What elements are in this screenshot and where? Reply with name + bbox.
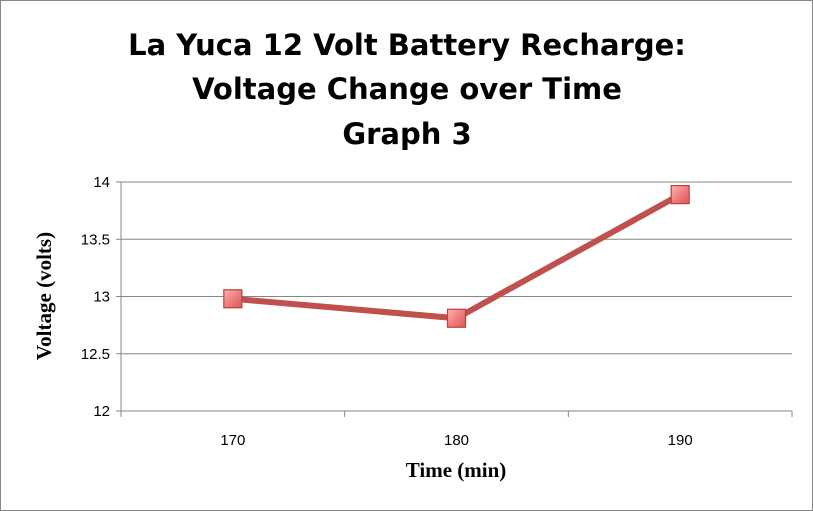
chart-title-line-1: La Yuca 12 Volt Battery Recharge: (128, 28, 686, 62)
y-tick-label: 14 (93, 174, 110, 191)
data-point-marker (446, 308, 467, 328)
data-point-marker (223, 289, 243, 309)
x-axis-title: Time (min) (406, 458, 507, 482)
y-tick-label: 12 (93, 403, 110, 420)
x-tick-label: 180 (444, 432, 469, 449)
y-axis-title: Voltage (volts) (32, 232, 56, 360)
series-line (229, 191, 684, 322)
chart-title-line-3: Graph 3 (342, 117, 471, 151)
y-tick-labels: 12 12.5 13 13.5 14 (81, 174, 110, 420)
x-tick-label: 190 (668, 432, 693, 449)
y-tick-label: 13.5 (81, 231, 110, 248)
x-tick-label: 170 (220, 432, 245, 449)
axes (116, 181, 793, 417)
gridlines (121, 181, 792, 355)
chart-title-line-2: Voltage Change over Time (192, 72, 622, 106)
x-tick-labels: 170 180 190 (220, 432, 692, 449)
y-tick-label: 13 (93, 289, 110, 306)
y-tick-label: 12.5 (81, 346, 110, 363)
data-point-marker (670, 184, 690, 205)
series-layer (223, 184, 690, 328)
